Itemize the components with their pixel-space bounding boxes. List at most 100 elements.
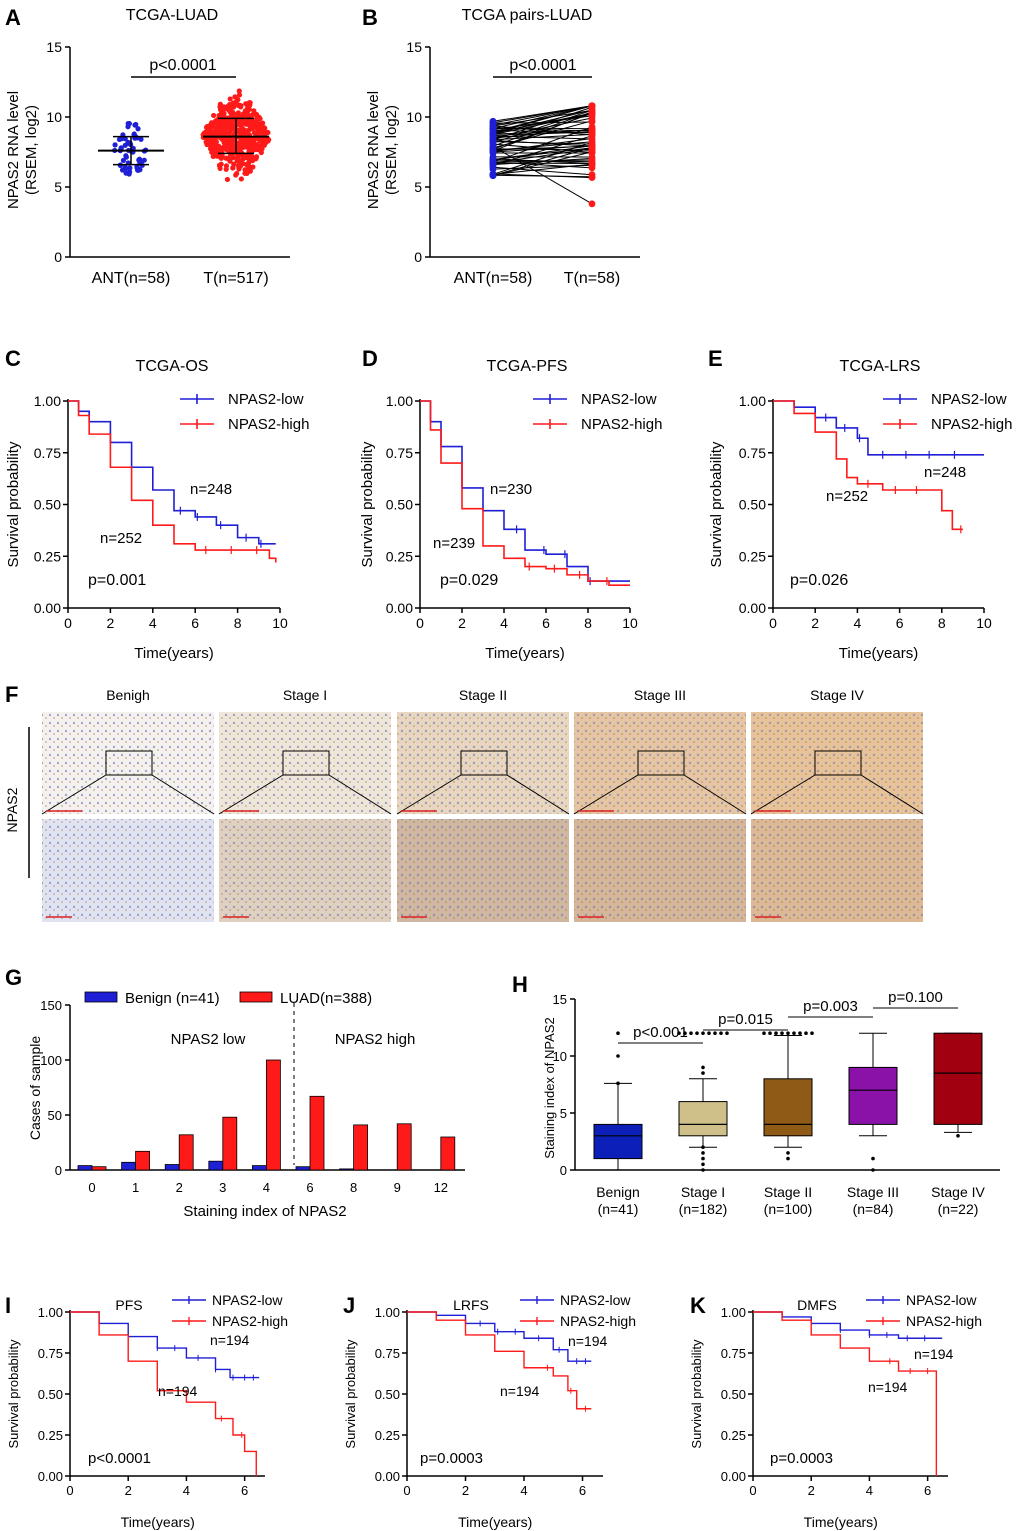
panel-a-point-t [255,145,261,151]
panel-g-xtick-label: 3 [219,1180,226,1195]
panel-a-point-ant [112,142,118,148]
panel-a-ylabel-2: (RSEM, log2) [23,105,40,195]
panel-f-inset-box [460,750,508,776]
panel-h-box [848,1066,898,1125]
panel-g-bar-benign [208,1160,224,1171]
panel-h-outlier [725,1031,729,1035]
panel-g-bar-luad [265,1059,281,1171]
panel-h-outlier [707,1031,711,1035]
panel-c-high-n: n=252 [100,530,142,547]
panel-b-pair-line [492,141,593,175]
panel-j-xtick-label: 6 [579,1483,586,1498]
panel-a-ytick-label: 0 [54,249,62,265]
panel-d-xtick-label: 2 [458,615,466,631]
panel-i-title: PFS [115,1297,142,1313]
panel-h-pvalue: p<0.001 [633,1024,688,1041]
panel-a-point-t [224,176,231,183]
panel-j-xtick-label: 4 [520,1483,527,1498]
panel-a-point-t [229,137,235,143]
panel-e-pvalue: p=0.026 [790,572,848,589]
panel-h-letter: H [512,972,528,997]
panel-a-point-t [266,137,272,143]
panel-a-point-t [250,164,256,170]
panel-h-outlier [701,1065,705,1070]
panel-a-point-t [230,112,236,118]
panel-b-ytick-label: 10 [406,109,422,125]
panel-e-ytick-label: 0.00 [739,600,766,616]
panel-b-pair-line [492,174,593,178]
panel-a-point-t [251,108,257,114]
panel-g-bar-luad [178,1134,194,1171]
panel-b-point-ant [489,121,497,129]
panel-g-bar-benign [339,1168,355,1171]
panel-g-ytick-label: 0 [55,1163,62,1178]
panel-h-outlier [701,1071,705,1075]
panel-e-ytick-label: 0.75 [739,445,766,461]
panel-h-outlier [677,1031,681,1035]
panel-h-group-n: (n=22) [938,1201,979,1217]
panel-k-title: DMFS [797,1297,837,1313]
panel-i-high-n: n=194 [158,1383,198,1399]
panel-j-ytick-label: 0.75 [375,1346,400,1361]
panel-g-ytick-label: 50 [48,1108,62,1123]
panel-c-high-curve [68,400,277,563]
panel-e-letter: E [708,346,723,371]
panel-i-low-curve [70,1311,260,1379]
panel-f-stage-label: Stage I [283,687,327,703]
panel-a-point-ant [138,136,144,142]
panel-a-point-t [225,119,231,125]
panel-j-ytick-label: 1.00 [375,1305,400,1320]
panel-j-low-n: n=194 [568,1333,608,1349]
panel-f-stage-label: Stage IV [810,687,864,703]
panel-k-ytick-label: 0.00 [721,1469,746,1484]
panel-d-ytick-label: 0.50 [386,497,413,513]
panel-a-letter: A [5,5,21,30]
panel-h-outlier [792,1031,796,1035]
panel-c-xtick-label: 0 [64,615,72,631]
panel-h-outlier [689,1031,693,1035]
panel-a-point-t [231,104,237,110]
panel-b-xtick-label: T(n=58) [564,270,620,287]
panel-c-xtick-label: 6 [191,615,199,631]
panel-h-box [763,1078,813,1137]
panel-a-point-t [235,155,241,161]
panel-b-point-ant [489,145,497,153]
panel-a-point-t [230,155,236,161]
panel-a-point-t [247,136,254,142]
panel-g-bar-luad [440,1136,456,1171]
panel-e-title: TCGA-LRS [840,358,921,375]
panel-j-xtick-label: 2 [462,1483,469,1498]
panel-g-bar-luad [396,1123,412,1171]
panel-e-low-curve [773,400,984,456]
panel-i-ytick-label: 0.50 [38,1387,63,1402]
panel-a-point-t [231,161,237,167]
panel-a-point-t [257,115,263,122]
panel-a-point-t [223,166,229,172]
panel-f-zoom-texture [751,819,923,922]
panel-a-point-t [219,122,225,128]
panel-b-ytick-label: 15 [406,39,422,55]
panel-e-xtick-label: 10 [976,615,992,631]
panel-h-outlier [786,1031,790,1035]
panel-f-zoom-texture [574,819,746,922]
panel-d-legend-high: NPAS2-high [581,416,662,433]
panel-k-low-n: n=194 [914,1346,954,1362]
panel-a-point-ant [127,140,133,146]
panel-f-inset-line [506,774,570,815]
panel-f-inset-line [328,774,392,815]
panel-i-xtick-label: 4 [183,1483,190,1498]
panel-d-low-n: n=230 [490,481,532,498]
panel-a-ytick-label: 5 [54,179,62,195]
panel-b-pvalue: p<0.0001 [509,57,576,74]
panel-f-inset-line [151,774,215,815]
panel-h-outlier [762,1031,766,1035]
panel-f-inset-line [750,774,816,815]
panel-f-letter: F [5,682,18,707]
panel-a-point-ant [141,157,147,163]
panel-k-pvalue: p=0.0003 [770,1450,833,1467]
panel-b-pair-line [492,148,593,151]
panel-a-point-t [246,167,252,173]
panel-a-point-ant [117,162,123,169]
panel-a-point-t [236,92,243,98]
panel-h-outlier [616,1054,620,1058]
